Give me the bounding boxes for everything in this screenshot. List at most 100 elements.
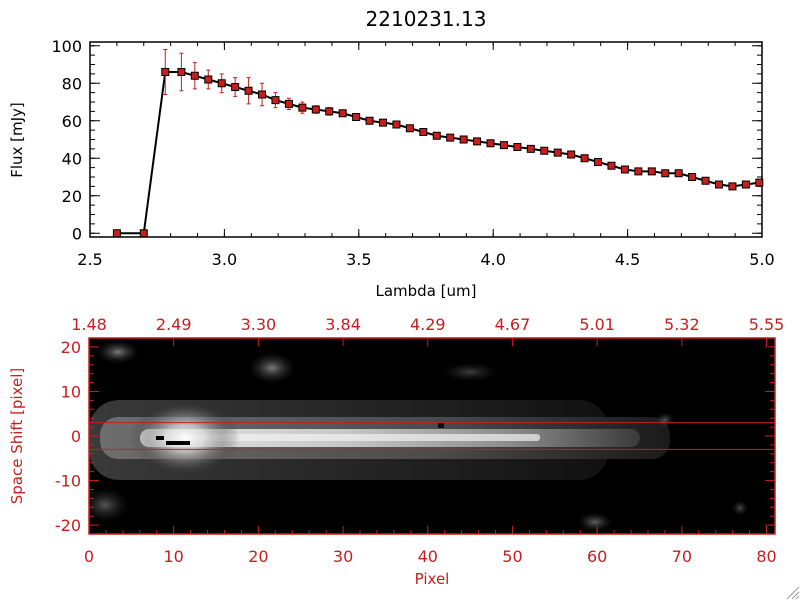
spectrum-data-point bbox=[378, 118, 387, 127]
image-x-tick-label: 50 bbox=[502, 547, 522, 566]
spectrum-x-tick-label: 3.5 bbox=[346, 250, 371, 269]
image-axis-ticks: 0 10 20 30 40 50 60 70 80 1.48 2.49 3.30 3.84 4.29 4.6… bbox=[55, 315, 784, 566]
spectrum-data-point bbox=[446, 133, 455, 142]
image-top-tick-label: 5.55 bbox=[749, 315, 785, 334]
spectrum-data-point bbox=[204, 75, 213, 84]
image-y-tick-label: 20 bbox=[61, 338, 81, 357]
spectrum-data-point bbox=[647, 167, 656, 176]
image-top-tick-label: 5.01 bbox=[579, 315, 615, 334]
spectrum-data-point bbox=[567, 150, 576, 159]
image-top-tick-label: 3.84 bbox=[325, 315, 361, 334]
spectrum-data-point bbox=[432, 131, 441, 140]
image-top-tick-label: 4.29 bbox=[410, 315, 446, 334]
spectrum-y-tick-label: 100 bbox=[51, 37, 82, 56]
spectrum-data-point bbox=[688, 173, 697, 181]
spectrum-data-point bbox=[298, 103, 307, 112]
spectrum-data-point bbox=[580, 154, 589, 163]
image-x-tick-label: 70 bbox=[672, 547, 692, 566]
image-top-tick-label: 2.49 bbox=[156, 315, 192, 334]
spectrum-plot: 2.5 3.0 3.5 4.0 4.5 5.0 0 20 40 60 80 100 Lambda [u… bbox=[8, 37, 775, 300]
spectrum-data-point bbox=[112, 229, 121, 238]
noise-patch bbox=[655, 412, 675, 428]
noise-patch bbox=[731, 500, 749, 516]
image-y-tick-label: -10 bbox=[55, 472, 81, 491]
noise-patch bbox=[96, 340, 140, 364]
noise-patch bbox=[248, 352, 296, 384]
spectrum-data-point bbox=[258, 90, 267, 99]
trace-core bbox=[160, 434, 540, 441]
spectrum-data-point bbox=[231, 83, 240, 91]
spectrum-data-point bbox=[714, 180, 723, 189]
spectrum-data-point bbox=[728, 182, 737, 191]
spectrum-data-point bbox=[365, 116, 374, 125]
image-content bbox=[89, 340, 749, 532]
spectrum-data-point bbox=[620, 165, 629, 174]
resize-grip-icon[interactable] bbox=[784, 584, 800, 600]
extraction-window-lines bbox=[89, 422, 775, 450]
spectrum-data-point bbox=[217, 79, 226, 88]
spectrum-x-tick-label: 4.0 bbox=[480, 250, 505, 269]
spectrum-data-point bbox=[392, 120, 401, 129]
spectrum-data-point bbox=[271, 96, 280, 105]
spectrum-data-point bbox=[177, 68, 186, 76]
image-y-axis-label: Space Shift [pixel] bbox=[8, 368, 26, 505]
noise-patch bbox=[577, 512, 613, 532]
source-blob bbox=[130, 400, 240, 476]
spectrum-data-point bbox=[594, 158, 603, 166]
spectrum-data-point bbox=[553, 148, 562, 157]
image-x-tick-label: 80 bbox=[756, 547, 776, 566]
noise-patch bbox=[440, 362, 500, 382]
spectrum-axis-ticks: 2.5 3.0 3.5 4.0 4.5 5.0 0 20 40 60 80 100 bbox=[51, 37, 774, 269]
spectrum-line bbox=[116, 71, 760, 235]
image-x-tick-label: 10 bbox=[164, 547, 184, 566]
spectrum-markers bbox=[112, 68, 764, 238]
spectrum-y-axis-label: Flux [mJy] bbox=[8, 102, 26, 178]
spectrum-data-point bbox=[607, 161, 616, 170]
spectrum-data-point bbox=[540, 146, 549, 155]
image-y-tick-label: 10 bbox=[61, 382, 81, 401]
spectrum-x-tick-label: 2.5 bbox=[77, 250, 102, 269]
spectrum-data-point bbox=[701, 176, 710, 185]
spectrum-data-point bbox=[244, 86, 253, 95]
spectrum-data-point bbox=[161, 68, 170, 76]
spectrum-y-tick-label: 40 bbox=[62, 149, 82, 168]
chart-title: 2210231.13 bbox=[366, 7, 487, 31]
spectrum-data-point bbox=[486, 139, 495, 148]
spectrum-y-tick-label: 0 bbox=[72, 224, 82, 243]
spectrum-x-tick-label: 3.0 bbox=[212, 250, 237, 269]
image-x-axis-label: Pixel bbox=[415, 570, 450, 588]
spectrum-plot-frame bbox=[89, 41, 763, 238]
space-shift-image: 0 10 20 30 40 50 60 70 80 1.48 2.49 3.30 3.84 4.29 4.6… bbox=[8, 315, 784, 588]
spectrum-data-point bbox=[325, 107, 334, 116]
spectrum-data-point bbox=[405, 124, 414, 133]
spectrum-data-point bbox=[459, 135, 468, 144]
image-x-tick-label: 40 bbox=[418, 547, 438, 566]
dark-pixel bbox=[156, 436, 164, 440]
image-y-tick-label: -20 bbox=[55, 516, 81, 535]
spectrum-data-point bbox=[352, 113, 361, 121]
spectrum-series-line bbox=[116, 71, 760, 235]
spectrum-y-tick-label: 20 bbox=[62, 187, 82, 206]
image-x-tick-label: 0 bbox=[84, 547, 94, 566]
spectrum-data-point bbox=[419, 128, 428, 136]
spectrum-x-tick-label: 5.0 bbox=[749, 250, 774, 269]
image-x-tick-label: 20 bbox=[248, 547, 268, 566]
spectrum-error-bars bbox=[163, 49, 762, 189]
noise-patch bbox=[89, 487, 130, 523]
spectrum-data-point bbox=[674, 169, 683, 178]
spectrum-data-point bbox=[526, 144, 535, 153]
image-x-tick-label: 60 bbox=[587, 547, 607, 566]
spectrum-data-point bbox=[311, 105, 320, 114]
dark-streak bbox=[166, 441, 190, 445]
spectrum-data-point bbox=[190, 71, 199, 80]
image-top-tick-label: 5.32 bbox=[664, 315, 700, 334]
spectrum-data-point bbox=[139, 229, 148, 238]
spectrum-y-tick-label: 80 bbox=[62, 74, 82, 93]
spectrum-data-point bbox=[338, 109, 347, 118]
image-y-tick-label: 0 bbox=[71, 427, 81, 446]
spectrum-data-point bbox=[473, 137, 482, 146]
image-x-tick-label: 30 bbox=[333, 547, 353, 566]
spectrum-data-point bbox=[499, 141, 508, 150]
spectrum-x-axis-label: Lambda [um] bbox=[376, 282, 477, 300]
